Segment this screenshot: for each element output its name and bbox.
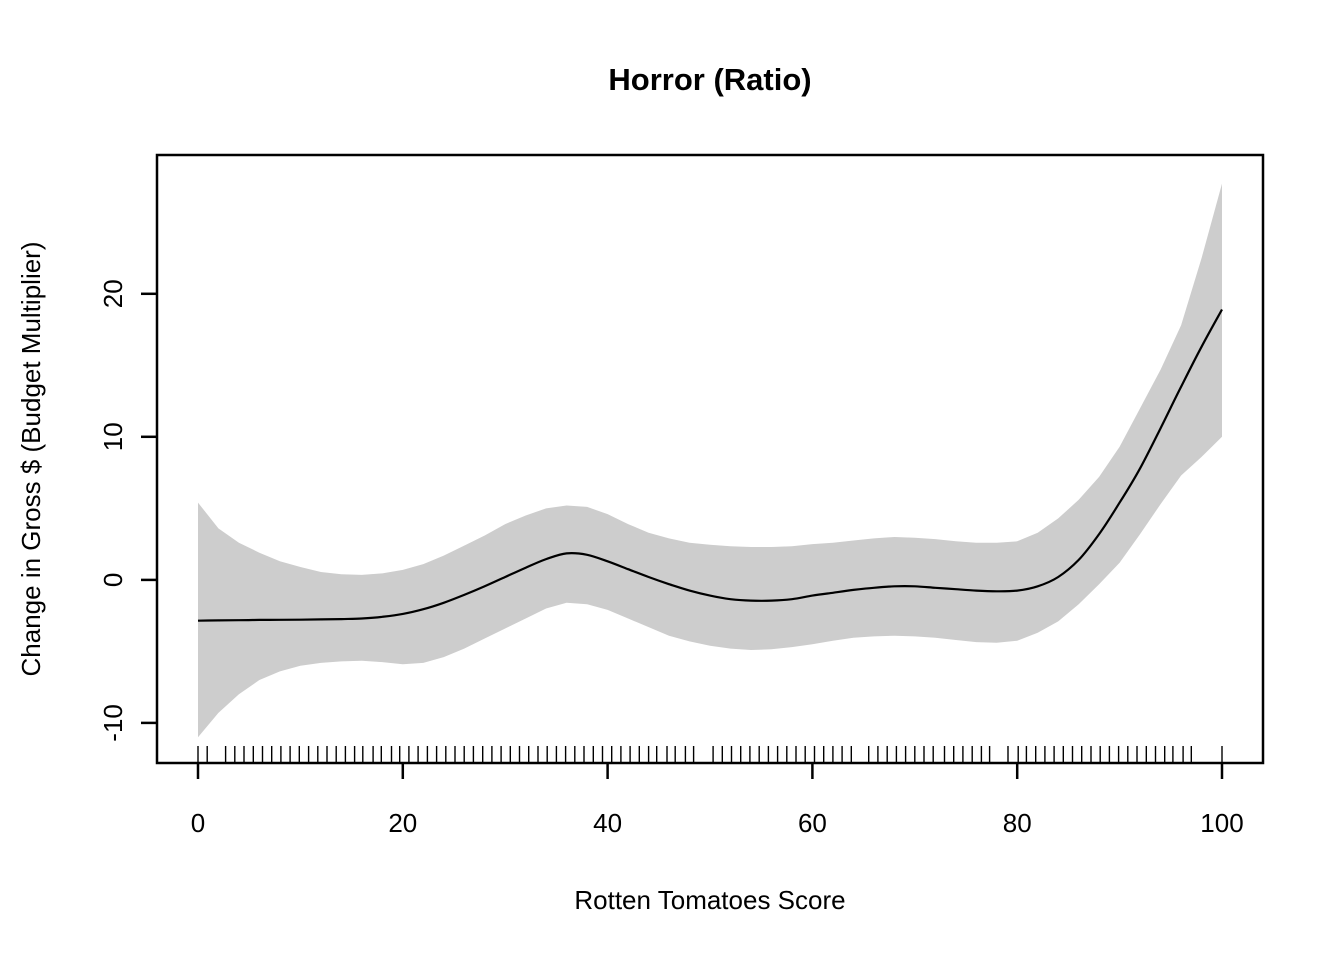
confidence-band <box>198 183 1222 738</box>
x-axis-title: Rotten Tomatoes Score <box>574 885 845 915</box>
y-axis: -10 0 10 20 <box>98 279 157 742</box>
x-tick-label: 20 <box>388 808 417 838</box>
y-tick-label: -10 <box>98 704 128 742</box>
x-tick-label: 40 <box>593 808 622 838</box>
y-axis-title: Change in Gross $ (Budget Multiplier) <box>16 242 46 677</box>
y-tick-label: 10 <box>98 422 128 451</box>
x-tick-label: 60 <box>798 808 827 838</box>
chart-title: Horror (Ratio) <box>608 62 811 97</box>
y-tick-label: 0 <box>98 573 128 587</box>
smooth-fit-line <box>197 308 1223 622</box>
rug-ticks <box>197 746 1223 763</box>
plot-border <box>155 153 1265 765</box>
x-tick-label: 100 <box>1200 808 1243 838</box>
x-tick-label: 0 <box>191 808 205 838</box>
y-tick-label: 20 <box>98 279 128 308</box>
x-tick-label: 80 <box>1003 808 1032 838</box>
x-axis: 0 20 40 60 80 100 <box>191 763 1244 838</box>
